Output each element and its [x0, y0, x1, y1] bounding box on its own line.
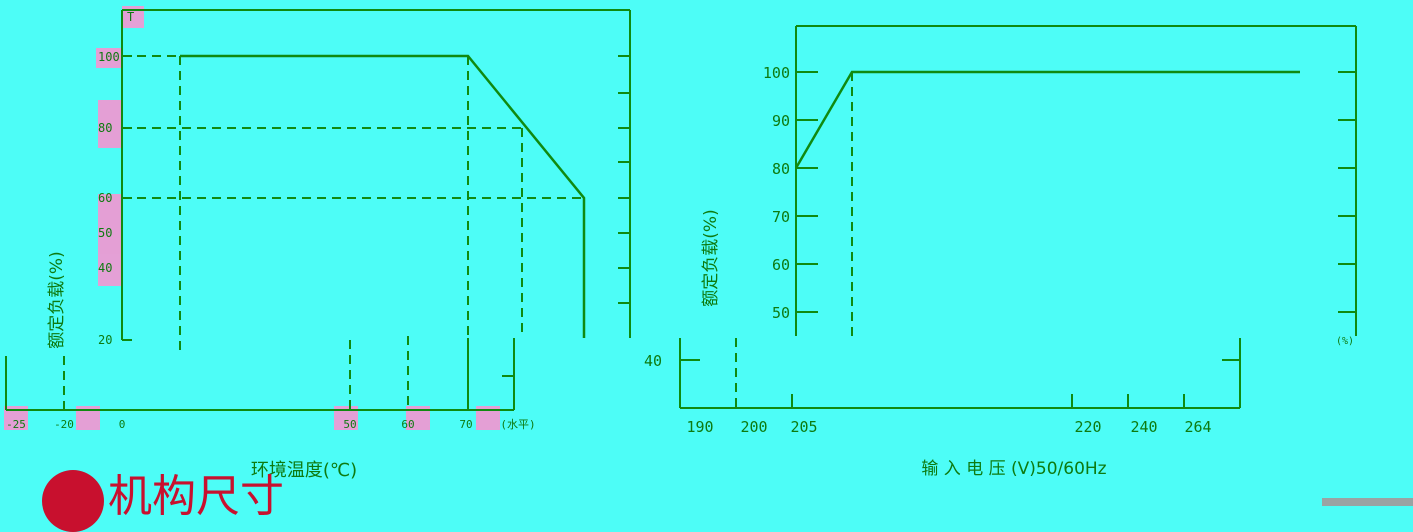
section-title: 机构尺寸 [108, 471, 284, 522]
x-tick-label: 264 [1184, 418, 1211, 436]
y-tick-label: 50 [98, 226, 112, 240]
y-label-highlight [98, 194, 122, 286]
voltage-derating-chart: 100 90 80 70 60 50 40 (%) 190 200 205 22… [644, 25, 1357, 479]
top-label: T [127, 10, 134, 24]
x-tick-label: 0 [119, 418, 126, 431]
x-axis-title: 环境温度(℃) [251, 460, 357, 481]
y-label-highlight [122, 6, 144, 28]
y-tick-label: 40 [98, 261, 112, 275]
y-ticks [680, 71, 818, 361]
x-tick-label: -20 [54, 418, 74, 431]
temperature-derating-curve [180, 54, 586, 338]
temperature-derating-chart: T 100 80 60 50 40 20 -25 -20 0 50 60 70 … [4, 6, 631, 481]
y-tick-label: 100 [98, 50, 120, 64]
y-tick-label: 70 [772, 208, 790, 226]
x-tick-label: 70 [459, 418, 472, 431]
y-tick-label: 50 [772, 304, 790, 322]
x-tick-label: 240 [1130, 418, 1157, 436]
x-tick-label: 50 [343, 418, 356, 431]
y-tick-label: 90 [772, 112, 790, 130]
y-tick-label: 60 [98, 191, 112, 205]
x-axis-title: 输 入 电 压 (V)50/60Hz [921, 459, 1106, 479]
x-tick-label: 190 [686, 418, 713, 436]
y-tick-label: 100 [763, 64, 790, 82]
corner-bar [1322, 498, 1413, 506]
y-label-highlight [98, 100, 122, 148]
x-ticks [791, 394, 1185, 408]
x-tick-label: 205 [790, 418, 817, 436]
y-tick-label: 80 [98, 121, 112, 135]
voltage-derating-curve [794, 70, 1300, 169]
x-tick-label: (水平) [500, 418, 535, 431]
y-axis-title: 额定负载(%) [701, 209, 721, 306]
y-tick-label: 80 [772, 160, 790, 178]
right-ticks [502, 55, 630, 377]
y-axis-title: 额定负载(%) [47, 251, 67, 348]
right-ticks [1222, 71, 1356, 361]
y-tick-label: 20 [98, 333, 112, 347]
y-tick-label: 60 [772, 256, 790, 274]
right-label: (%) [1336, 336, 1354, 347]
x-tick-label: 220 [1074, 418, 1101, 436]
y-label-highlight [96, 48, 122, 68]
y-tick-label: 40 [644, 352, 662, 370]
x-tick-label: -25 [6, 418, 26, 431]
section-bullet-icon [42, 470, 104, 532]
x-tick-label: 200 [740, 418, 767, 436]
derating-curves-figure: T 100 80 60 50 40 20 -25 -20 0 50 60 70 … [4, 6, 1357, 481]
x-tick-label: 60 [401, 418, 414, 431]
